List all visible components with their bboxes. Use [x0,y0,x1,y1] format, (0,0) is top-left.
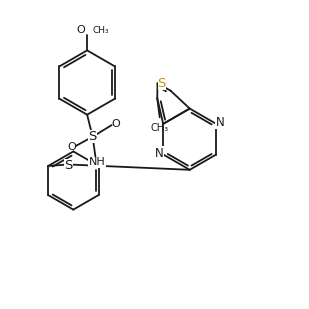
Text: O: O [67,142,76,152]
Text: S: S [88,130,97,143]
Text: CH₃: CH₃ [93,26,109,35]
Text: CH₃: CH₃ [151,123,169,133]
Text: O: O [76,25,85,36]
Text: S: S [65,159,73,171]
Text: S: S [158,77,166,90]
Text: O: O [111,119,120,129]
Text: NH: NH [89,158,106,167]
Text: N: N [216,116,224,129]
Text: N: N [155,147,164,160]
